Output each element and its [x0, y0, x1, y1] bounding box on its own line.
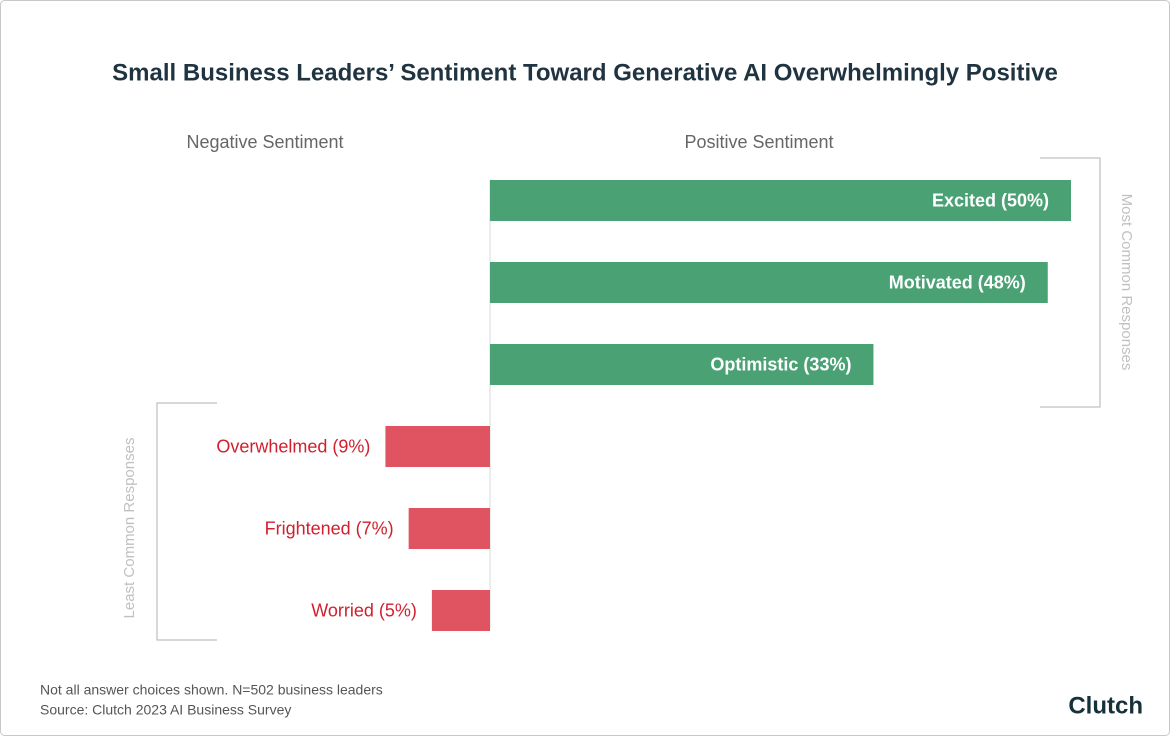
data-label: Motivated (48%) [889, 272, 1026, 292]
bar [490, 344, 874, 385]
annotation: Most Common Responses [1118, 194, 1135, 371]
bracket [1040, 157, 1101, 408]
bracket [156, 402, 217, 641]
bar [385, 426, 490, 467]
chart-title: Small Business Leaders’ Sentiment Toward… [112, 59, 1058, 86]
logo: Clutch [1068, 692, 1143, 719]
series-header: Positive Sentiment [684, 132, 833, 152]
data-label: Optimistic (33%) [710, 354, 851, 374]
footnote: Source: Clutch 2023 AI Business Survey [40, 702, 291, 718]
footnote: Not all answer choices shown. N=502 busi… [40, 682, 383, 698]
bar [490, 262, 1048, 303]
bar [490, 180, 1071, 221]
series-header: Negative Sentiment [186, 132, 343, 152]
annotation: Least Common Responses [121, 438, 138, 619]
bar [408, 508, 490, 549]
bar [431, 590, 490, 631]
data-label: Overwhelmed (9%) [216, 436, 370, 456]
data-label: Frightened (7%) [265, 518, 394, 538]
data-label: Excited (50%) [932, 190, 1049, 210]
data-label: Worried (5%) [311, 600, 417, 620]
